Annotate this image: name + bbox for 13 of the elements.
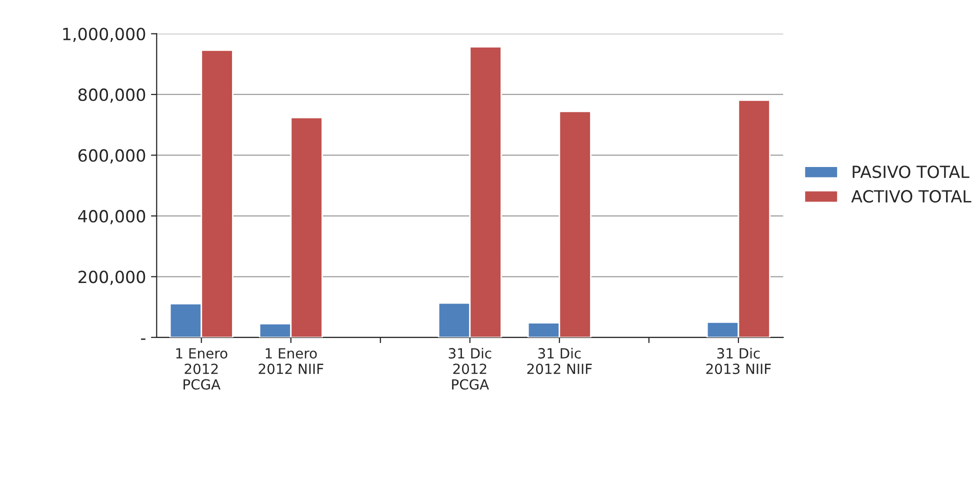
y-tick-label: 400,000 [78, 210, 146, 224]
x-tick-label: 1 Enero 2012 PCGA [176, 348, 228, 390]
y-tick-label: 600,000 [78, 149, 146, 164]
legend-label: ACTIVO TOTAL [851, 190, 972, 203]
y-tick-label: - [141, 338, 146, 340]
y-tick-label: 1,000,000 [63, 28, 146, 42]
y-tick-label: 200,000 [78, 270, 146, 285]
x-tick-label: 31 Dic 2012 NIIF [527, 348, 592, 374]
x-tick-label: 31 Dic 2012 PCGA [448, 348, 492, 390]
x-tick-label: 31 Dic 2013 NIIF [706, 348, 771, 374]
y-tick-label: 800,000 [78, 88, 146, 103]
legend-label: PASIVO TOTAL [852, 166, 970, 178]
x-tick-label: 1 Enero 2012 NIIF [258, 348, 324, 374]
